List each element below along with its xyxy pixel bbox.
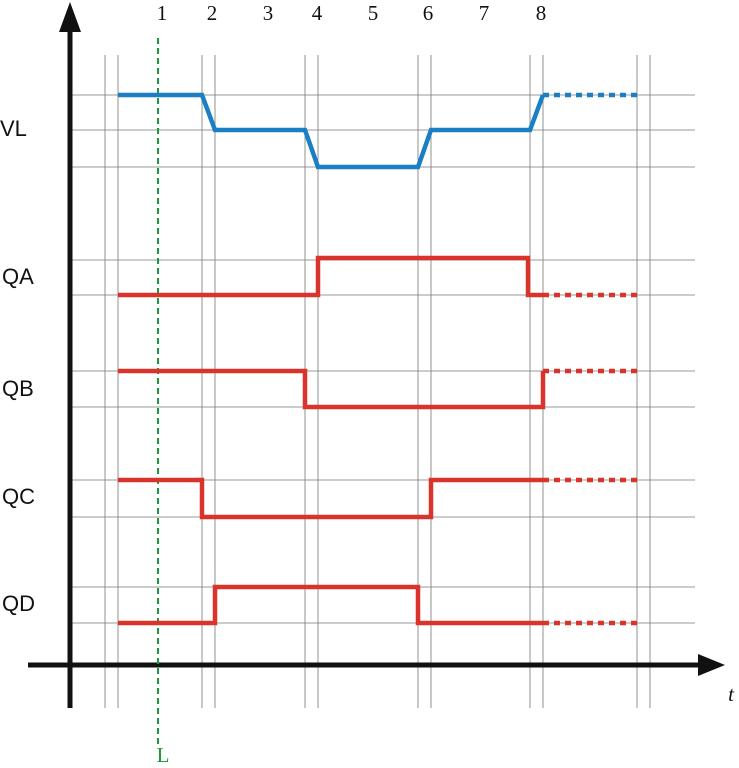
signal-label: QC — [2, 484, 35, 509]
qb-wave — [118, 368, 546, 410]
qa-wave — [118, 255, 543, 298]
qc-wave — [118, 477, 543, 520]
qd-wave — [118, 584, 543, 626]
column-label: 6 — [423, 1, 434, 25]
signal-label: QD — [2, 591, 35, 616]
column-label: 1 — [157, 1, 168, 25]
column-label: 4 — [312, 1, 323, 25]
axis-label: t — [728, 682, 735, 706]
vl-wave — [118, 92, 546, 170]
column-label: 2 — [207, 1, 218, 25]
signal-label: QB — [2, 376, 34, 401]
marker-label: L — [157, 743, 170, 767]
signal-label: QA — [2, 264, 34, 289]
column-label: 7 — [479, 1, 490, 25]
y-axis-arrow — [59, 2, 81, 32]
grid — [72, 55, 695, 708]
column-label: 8 — [536, 1, 547, 25]
column-label: 3 — [263, 1, 274, 25]
x-axis-arrow — [698, 654, 725, 676]
signal-label: VL — [0, 116, 27, 141]
column-label: 5 — [368, 1, 379, 25]
